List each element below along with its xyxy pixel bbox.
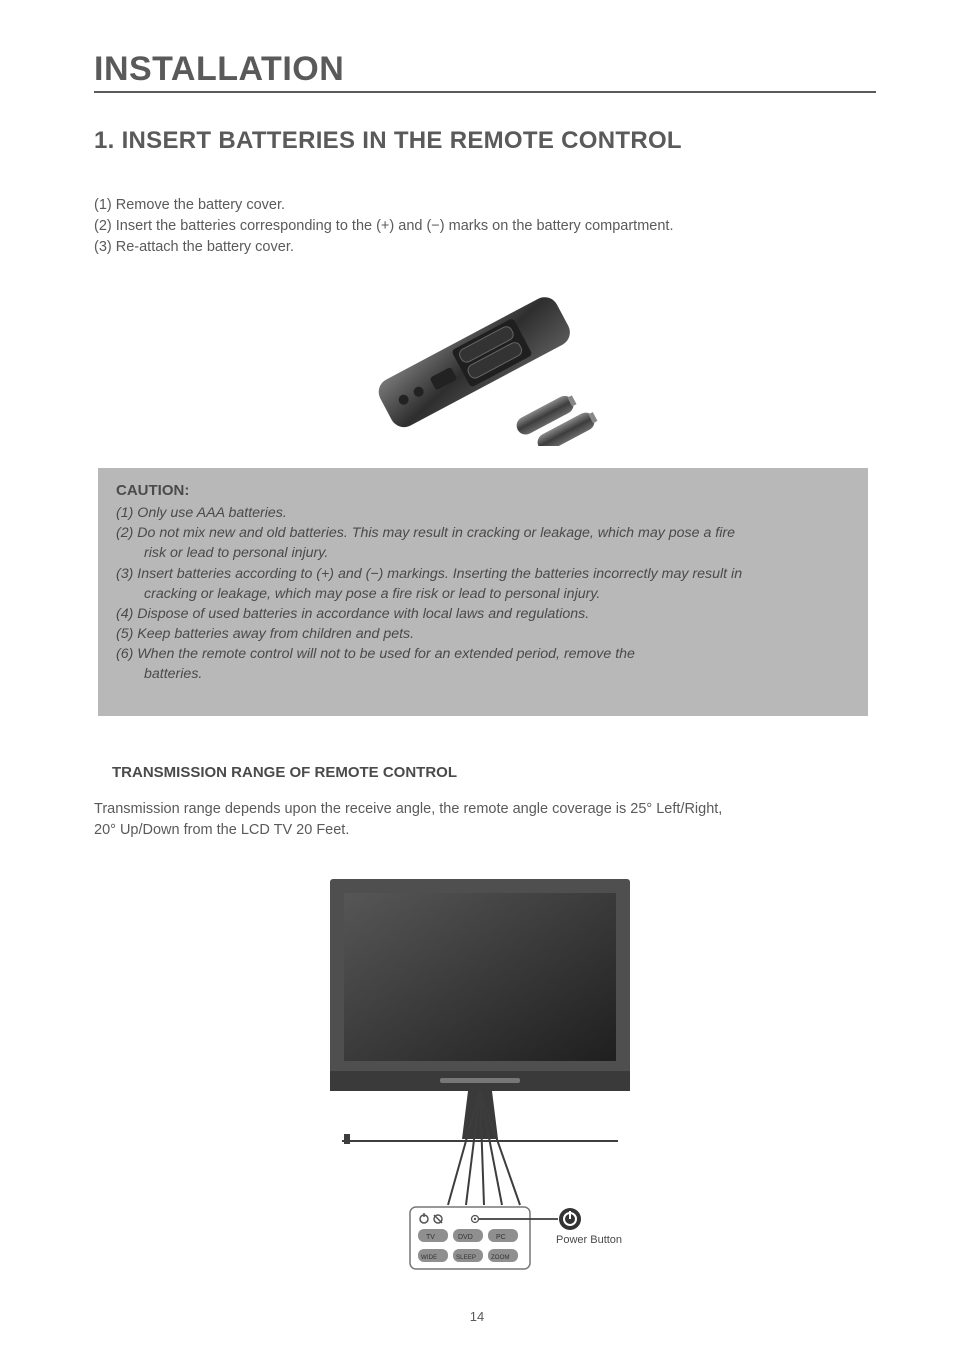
caution-item: (6) When the remote control will not to …	[116, 644, 850, 664]
transmission-body: Transmission range depends upon the rece…	[94, 799, 876, 841]
caution-item: (1) Only use AAA batteries.	[116, 503, 850, 523]
transmission-heading: TRANSMISSION RANGE OF REMOTE CONTROL	[112, 764, 876, 781]
power-button-label: Power Button	[556, 1234, 622, 1246]
tv-svg: Power Button TV DVD PC WIDE SLEEP ZOOM	[300, 871, 670, 1271]
page-title: INSTALLATION	[94, 50, 876, 93]
svg-text:WIDE: WIDE	[421, 1254, 437, 1261]
svg-text:DVD: DVD	[458, 1234, 473, 1241]
caution-list: (1) Only use AAA batteries. (2) Do not m…	[116, 503, 850, 684]
page-number: 14	[0, 1309, 954, 1324]
section-title: 1. INSERT BATTERIES IN THE REMOTE CONTRO…	[94, 127, 876, 155]
caution-item: (3) Insert batteries according to (+) an…	[116, 564, 850, 584]
steps-list: (1) Remove the battery cover. (2) Insert…	[94, 195, 876, 258]
svg-text:SLEEP: SLEEP	[456, 1254, 476, 1261]
step-item: (3) Re-attach the battery cover.	[94, 237, 876, 258]
caution-heading: CAUTION:	[116, 482, 850, 499]
tv-diagram: Power Button TV DVD PC WIDE SLEEP ZOOM	[94, 871, 876, 1271]
caution-box: CAUTION: (1) Only use AAA batteries. (2)…	[98, 468, 868, 716]
caution-item: (5) Keep batteries away from children an…	[116, 624, 850, 644]
caution-item-cont: cracking or leakage, which may pose a fi…	[116, 584, 850, 604]
svg-text:ZOOM: ZOOM	[491, 1254, 510, 1261]
svg-text:TV: TV	[426, 1234, 435, 1241]
transmission-line: 20° Up/Down from the LCD TV 20 Feet.	[94, 822, 349, 838]
caution-item: (4) Dispose of used batteries in accorda…	[116, 604, 850, 624]
remote-svg	[350, 276, 620, 446]
step-item: (1) Remove the battery cover.	[94, 195, 876, 216]
svg-text:PC: PC	[496, 1234, 506, 1241]
remote-batteries-figure	[94, 276, 876, 446]
transmission-line: Transmission range depends upon the rece…	[94, 801, 722, 817]
caution-item-cont: risk or lead to personal injury.	[116, 543, 850, 563]
step-item: (2) Insert the batteries corresponding t…	[94, 216, 876, 237]
caution-item: (2) Do not mix new and old batteries. Th…	[116, 523, 850, 543]
caution-item-cont: batteries.	[116, 664, 850, 684]
